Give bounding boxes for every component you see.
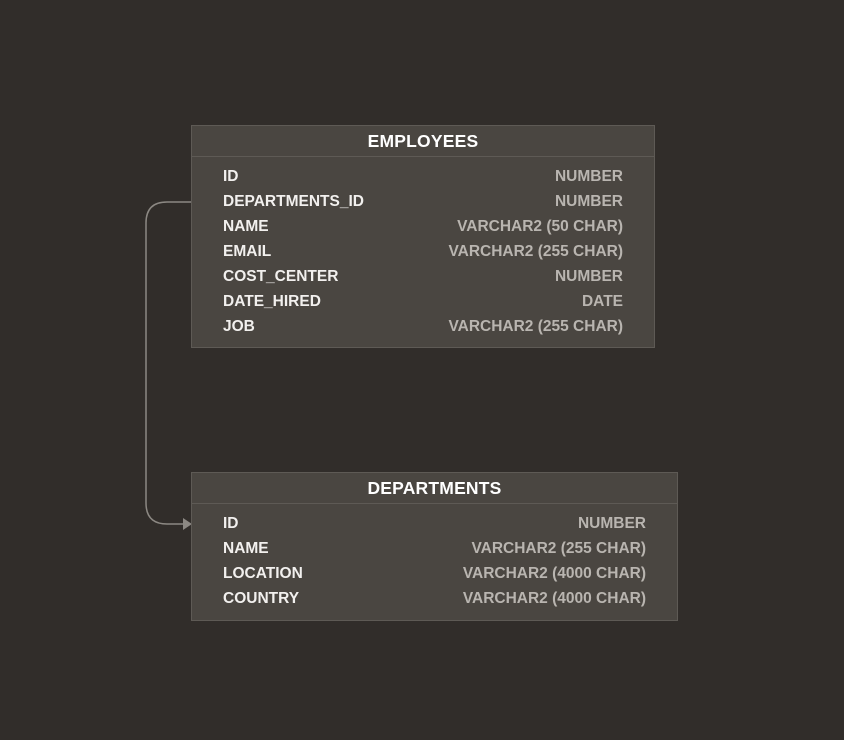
column-type: NUMBER xyxy=(554,192,623,210)
column-name: ID xyxy=(223,514,239,532)
column-name: JOB xyxy=(223,317,255,335)
relationship-line xyxy=(145,201,191,525)
column-row[interactable]: COST_CENTER NUMBER xyxy=(192,264,654,289)
column-name: ID xyxy=(223,167,239,185)
column-type: VARCHAR2 (255 CHAR) xyxy=(448,317,623,335)
column-name: NAME xyxy=(223,217,269,235)
column-type: VARCHAR2 (50 CHAR) xyxy=(457,217,623,235)
entity-departments[interactable]: DEPARTMENTS ID NUMBER NAME VARCHAR2 (255… xyxy=(191,472,678,621)
column-type: VARCHAR2 (4000 CHAR) xyxy=(462,589,646,607)
column-type: DATE xyxy=(581,292,623,310)
column-name: DEPARTMENTS_ID xyxy=(223,192,364,210)
column-list: ID NUMBER DEPARTMENTS_ID NUMBER NAME VAR… xyxy=(192,157,654,339)
column-row[interactable]: DEPARTMENTS_ID NUMBER xyxy=(192,189,654,214)
column-type: VARCHAR2 (255 CHAR) xyxy=(448,242,623,260)
column-name: COST_CENTER xyxy=(223,267,339,285)
column-row[interactable]: LOCATION VARCHAR2 (4000 CHAR) xyxy=(192,561,677,586)
column-row[interactable]: COUNTRY VARCHAR2 (4000 CHAR) xyxy=(192,586,677,611)
column-name: DATE_HIRED xyxy=(223,292,321,310)
column-row[interactable]: NAME VARCHAR2 (255 CHAR) xyxy=(192,536,677,561)
column-name: LOCATION xyxy=(223,564,303,582)
column-type: VARCHAR2 (4000 CHAR) xyxy=(462,564,646,582)
column-row[interactable]: EMAIL VARCHAR2 (255 CHAR) xyxy=(192,239,654,264)
column-name: EMAIL xyxy=(223,242,272,260)
column-type: VARCHAR2 (255 CHAR) xyxy=(471,539,646,557)
column-row[interactable]: ID NUMBER xyxy=(192,164,654,189)
column-type: NUMBER xyxy=(577,514,646,532)
column-list: ID NUMBER NAME VARCHAR2 (255 CHAR) LOCAT… xyxy=(192,504,677,611)
column-row[interactable]: NAME VARCHAR2 (50 CHAR) xyxy=(192,214,654,239)
entity-title: EMPLOYEES xyxy=(367,130,479,151)
entity-header: DEPARTMENTS xyxy=(192,473,677,504)
entity-employees[interactable]: EMPLOYEES ID NUMBER DEPARTMENTS_ID NUMBE… xyxy=(191,125,655,348)
column-type: NUMBER xyxy=(554,267,623,285)
entity-header: EMPLOYEES xyxy=(192,126,654,157)
column-row[interactable]: DATE_HIRED DATE xyxy=(192,289,654,314)
column-row[interactable]: ID NUMBER xyxy=(192,511,677,536)
entity-title: DEPARTMENTS xyxy=(367,477,502,498)
column-name: NAME xyxy=(223,539,269,557)
column-row[interactable]: JOB VARCHAR2 (255 CHAR) xyxy=(192,314,654,339)
column-name: COUNTRY xyxy=(223,589,300,607)
column-type: NUMBER xyxy=(554,167,623,185)
